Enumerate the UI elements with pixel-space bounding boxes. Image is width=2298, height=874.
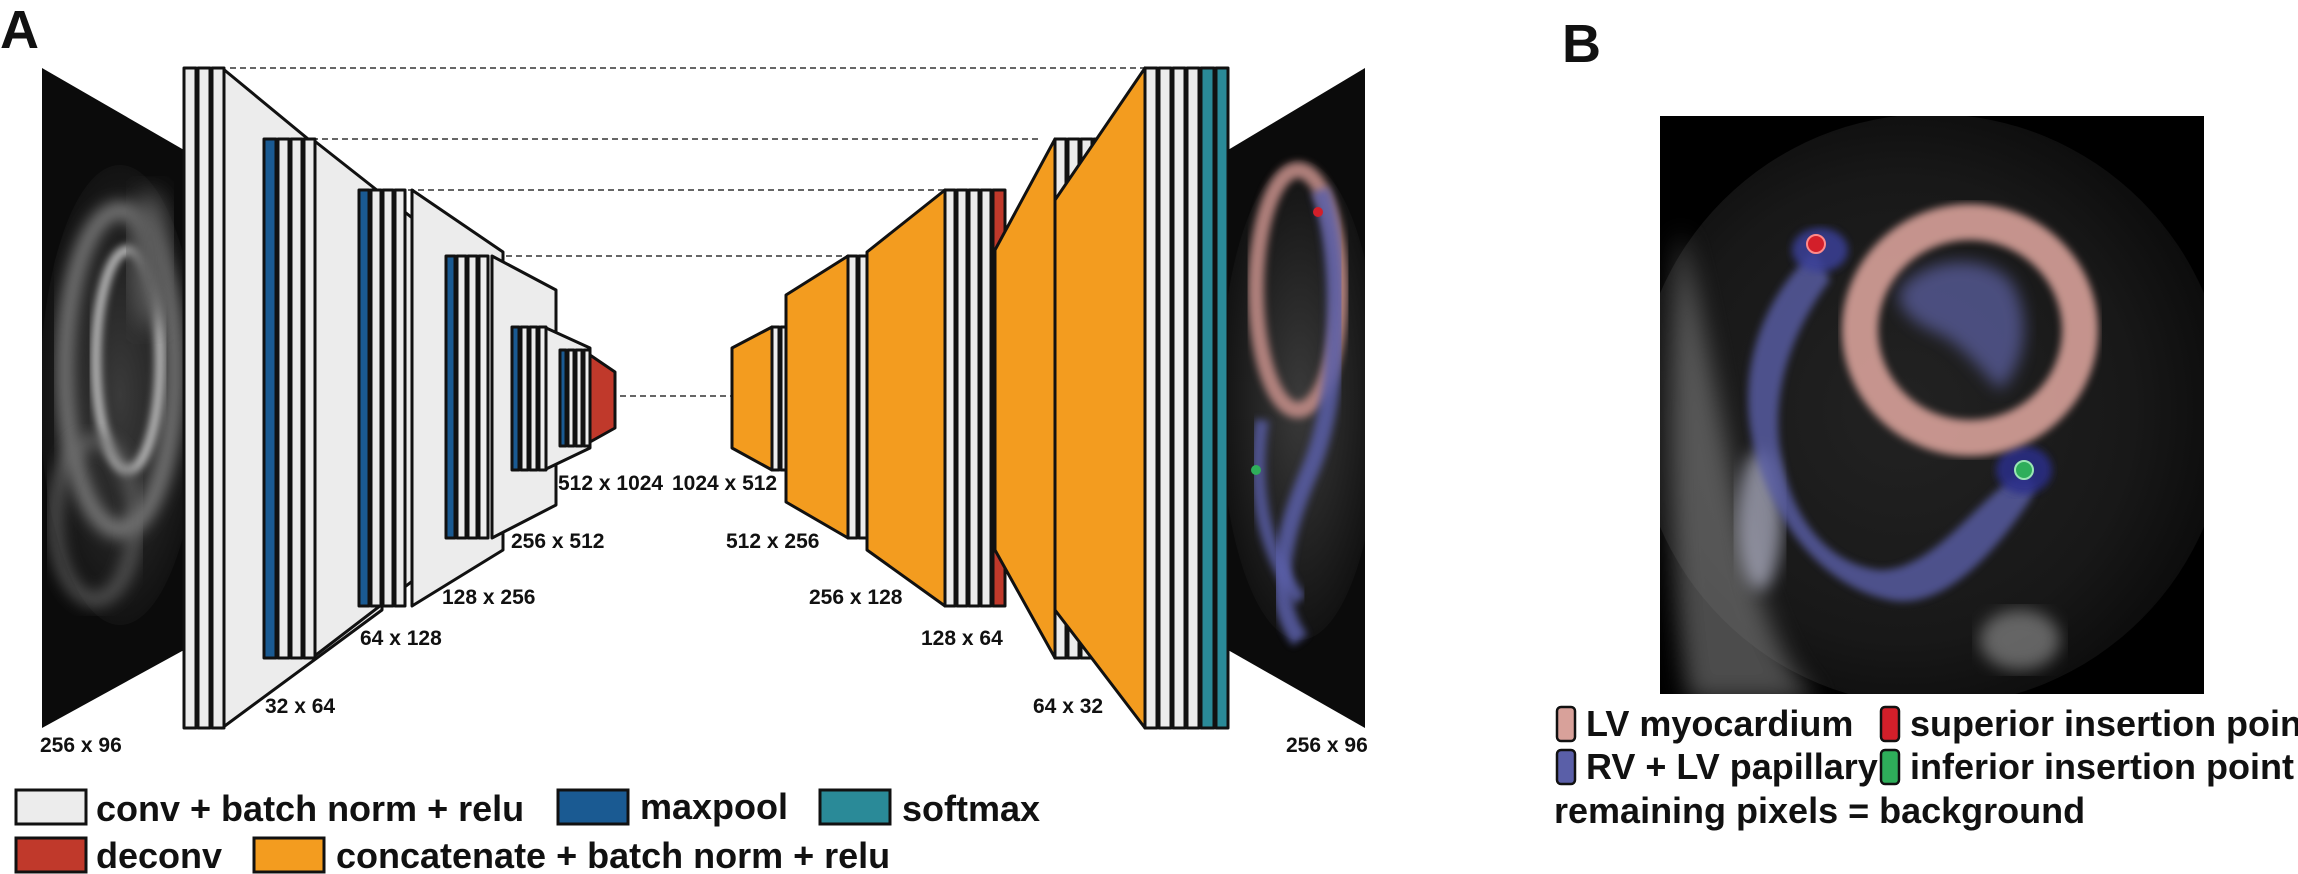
encoder-dim-3: 128 x 256 xyxy=(442,586,535,609)
legend-item-rv-lv-papillary: RV + LV papillary xyxy=(1555,746,1878,787)
encoder-block-5 xyxy=(510,325,617,472)
encoder-dim-1: 32 x 64 xyxy=(265,695,335,718)
decoder-block-5 xyxy=(1053,66,1230,730)
input-mri-image xyxy=(42,68,184,728)
legend-label-lv-myocardium: LV myocardium xyxy=(1586,703,1853,744)
decoder-dim-3: 256 x 128 xyxy=(809,586,903,609)
legend-label-deconv: deconv xyxy=(96,835,222,874)
encoder-dim-2: 64 x 128 xyxy=(360,627,442,650)
legend-label-inferior-insertion: inferior insertion point xyxy=(1910,746,2294,787)
legend-label-conv: conv + batch norm + relu xyxy=(96,788,524,829)
output-segmentation-image xyxy=(1228,68,1365,728)
legend-item-lv-myocardium: LV myocardium xyxy=(1555,703,1853,744)
decoder-block-3 xyxy=(865,188,1007,608)
legend-label-superior-insertion: superior insertion point xyxy=(1910,703,2298,744)
panel-a-letter: A xyxy=(0,0,39,60)
output-dim-label: 256 x 96 xyxy=(1286,734,1368,757)
encoder-dim-4: 256 x 512 xyxy=(511,530,604,553)
legend-label-softmax: softmax xyxy=(902,788,1040,829)
legend-item-conv: conv + batch norm + relu xyxy=(14,788,524,829)
legend-item-maxpool: maxpool xyxy=(556,786,788,827)
legend-label-maxpool: maxpool xyxy=(640,786,788,827)
legend-label-concat: concatenate + batch norm + relu xyxy=(336,835,890,874)
legend-b: LV myocardium superior insertion point R… xyxy=(1554,703,2298,831)
decoder-dim-4: 128 x 64 xyxy=(921,627,1003,650)
encoder-dim-5: 512 x 1024 xyxy=(558,472,663,495)
legend-item-superior-insertion: superior insertion point xyxy=(1879,703,2298,744)
legend-item-softmax: softmax xyxy=(818,788,1040,829)
panel-b-letter: B xyxy=(1562,14,1601,74)
legend-a: conv + batch norm + relu maxpool softmax… xyxy=(14,786,1040,874)
legend-item-deconv: deconv xyxy=(14,835,222,874)
decoder-dim-5: 64 x 32 xyxy=(1033,695,1103,718)
decoder-dim-1: 1024 x 512 xyxy=(672,472,777,495)
legend-item-concat: concatenate + batch norm + relu xyxy=(252,835,890,874)
input-dim-label: 256 x 96 xyxy=(40,734,122,757)
decoder-dim-2: 512 x 256 xyxy=(726,530,819,553)
legend-item-inferior-insertion: inferior insertion point xyxy=(1879,746,2294,787)
panel-b-segmentation-image xyxy=(1660,116,2204,694)
legend-label-rv-lv-papillary: RV + LV papillary xyxy=(1586,746,1878,787)
background-note: remaining pixels = background xyxy=(1554,790,2085,831)
